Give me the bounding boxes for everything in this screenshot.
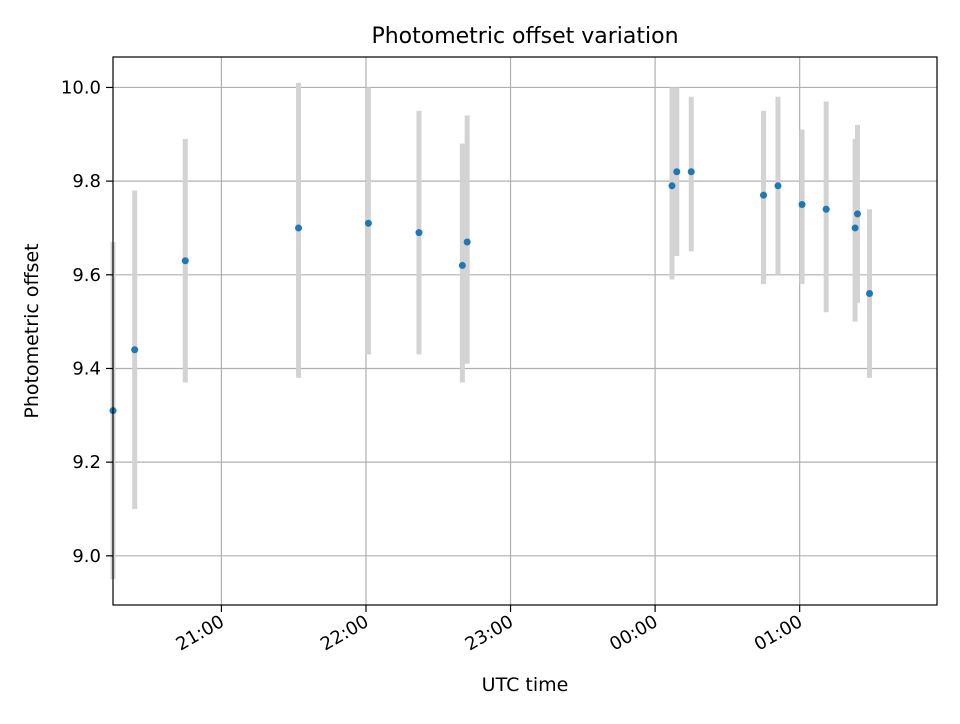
data-point <box>181 257 189 265</box>
data-point <box>364 219 372 227</box>
data-point <box>415 229 423 237</box>
y-tick-label: 9.0 <box>72 546 101 567</box>
data-point <box>673 168 681 176</box>
data-point <box>760 191 768 199</box>
y-axis: 9.0 9.2 9.4 9.6 9.8 10.0 <box>61 77 113 567</box>
chart-title: Photometric offset variation <box>371 24 678 49</box>
data-point <box>798 201 806 209</box>
data-point <box>851 224 859 232</box>
markers <box>109 168 874 415</box>
data-point <box>866 290 874 298</box>
data-point <box>774 182 782 190</box>
data-point <box>668 182 676 190</box>
data-point <box>463 238 471 246</box>
data-point <box>853 210 861 218</box>
data-point <box>822 205 830 213</box>
y-tick-label: 9.8 <box>72 171 101 192</box>
plot-frame <box>112 56 938 606</box>
y-tick-label: 10.0 <box>61 77 101 98</box>
data-point <box>131 346 139 354</box>
data-point <box>687 168 695 176</box>
x-axis-label: UTC time <box>482 674 569 696</box>
y-tick-label: 9.4 <box>72 358 101 379</box>
y-axis-label: Photometric offset <box>21 243 43 418</box>
y-tick-label: 9.2 <box>72 452 101 473</box>
data-point <box>458 261 466 269</box>
y-tick-label: 9.6 <box>72 265 101 286</box>
data-point <box>295 224 303 232</box>
